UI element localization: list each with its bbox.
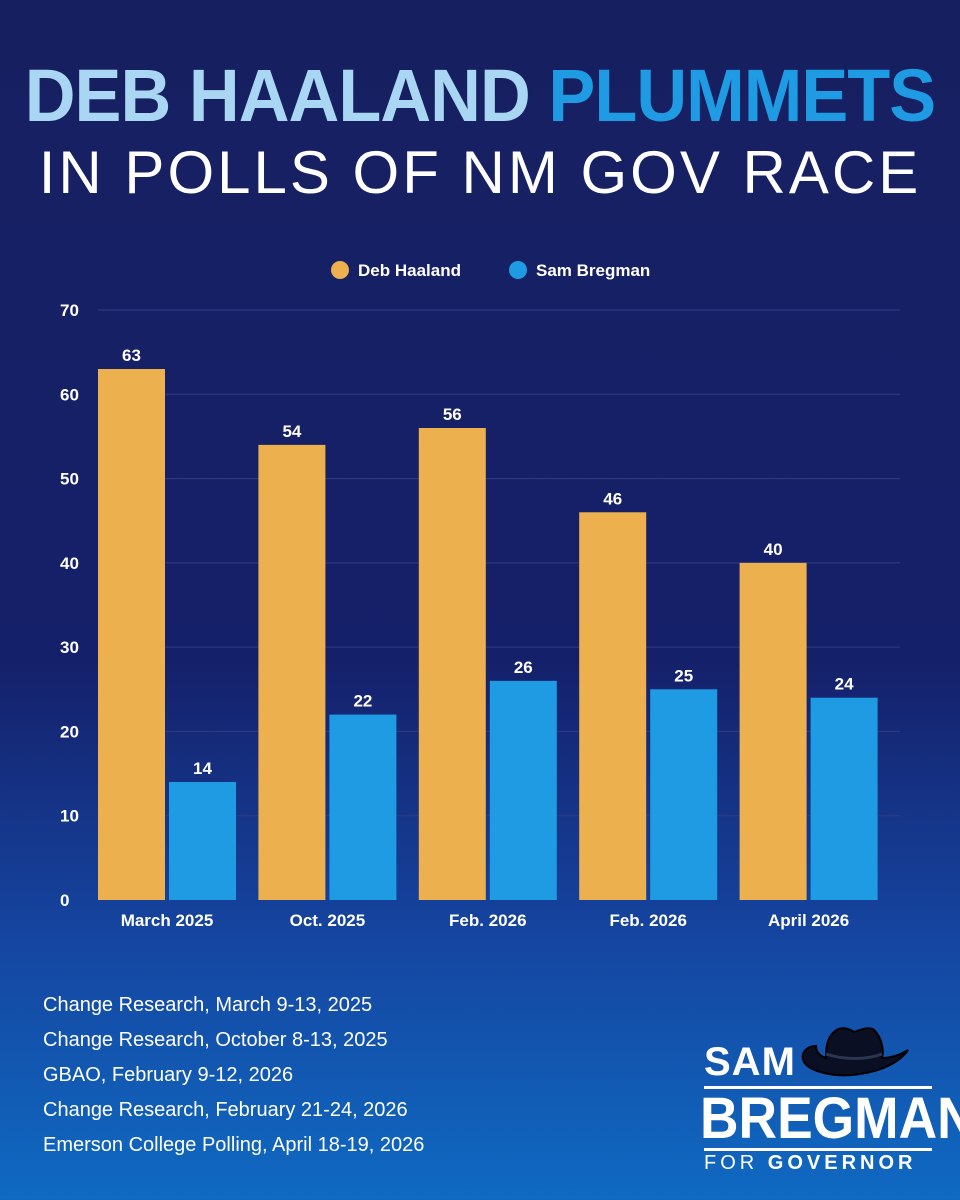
y-tick-label: 60 <box>60 385 79 404</box>
y-tick-label: 20 <box>60 722 79 741</box>
legend-label: Deb Haaland <box>358 261 461 280</box>
bar-sam-bregman <box>810 697 878 900</box>
sources-list: Change Research, March 9-13, 2025 Change… <box>43 988 424 1163</box>
data-label: 56 <box>443 405 462 424</box>
data-label: 24 <box>835 675 854 694</box>
x-tick-label: April 2026 <box>768 911 849 930</box>
legend-swatch <box>509 261 527 279</box>
source-item: GBAO, February 9-12, 2026 <box>43 1064 294 1086</box>
headline-verb: PLUMMETS <box>548 54 936 137</box>
data-label: 26 <box>514 658 533 677</box>
y-tick-label: 40 <box>60 554 79 573</box>
data-label: 22 <box>353 692 372 711</box>
source-item: Change Research, February 21-24, 2026 <box>43 1099 408 1121</box>
x-tick-label: March 2025 <box>121 911 214 930</box>
source-item: Emerson College Polling, April 18-19, 20… <box>43 1134 425 1156</box>
bar-deb-haaland <box>579 512 647 900</box>
poll-bar-chart: 0 10 20 30 40 50 60 70 63 14 March 2025 54 22 Oct. 20… <box>60 261 900 930</box>
subtitle: IN POLLS OF NM GOV RACE <box>38 139 922 206</box>
logo-divider <box>704 1086 932 1089</box>
bar-sam-bregman <box>169 782 236 900</box>
bar-deb-haaland <box>739 562 807 900</box>
x-tick-label: Feb. 2026 <box>609 911 687 930</box>
legend-label: Sam Bregman <box>536 261 650 280</box>
logo-last-name: BREGMAN <box>700 1086 960 1151</box>
bar-sam-bregman <box>489 680 557 900</box>
legend-swatch <box>331 261 349 279</box>
x-tick-label: Feb. 2026 <box>449 911 527 930</box>
data-label: 46 <box>603 489 622 508</box>
bar-sam-bregman <box>650 689 718 900</box>
data-label: 14 <box>193 759 212 778</box>
data-label: 25 <box>674 666 693 685</box>
bar-deb-haaland <box>418 428 486 900</box>
y-tick-label: 70 <box>60 301 79 320</box>
y-tick-label: 0 <box>60 891 69 910</box>
logo-divider <box>704 1148 932 1151</box>
bar-deb-haaland <box>98 369 165 900</box>
bar-deb-haaland <box>258 444 326 900</box>
data-label: 63 <box>122 346 141 365</box>
source-item: Change Research, October 8-13, 2025 <box>43 1029 388 1051</box>
logo-for-text: FOR <box>704 1152 759 1174</box>
y-tick-label: 10 <box>60 807 79 826</box>
y-tick-label: 50 <box>60 470 79 489</box>
headline: DEB HAALAND PLUMMETS <box>24 56 936 136</box>
cowboy-hat-icon <box>801 1027 909 1077</box>
source-item: Change Research, March 9-13, 2025 <box>43 994 373 1016</box>
logo-first-name: SAM <box>704 1040 796 1084</box>
y-tick-label: 30 <box>60 638 79 657</box>
x-tick-label: Oct. 2025 <box>290 911 366 930</box>
logo-office-text: GOVERNOR <box>767 1152 917 1174</box>
data-label: 40 <box>764 540 783 559</box>
headline-name: DEB HAALAND <box>24 54 531 137</box>
bar-sam-bregman <box>329 714 397 900</box>
campaign-logo: SAM BREGMAN FOR GOVERNOR <box>700 1020 960 1180</box>
logo-tagline: FOR GOVERNOR <box>704 1152 916 1175</box>
data-label: 54 <box>282 422 301 441</box>
